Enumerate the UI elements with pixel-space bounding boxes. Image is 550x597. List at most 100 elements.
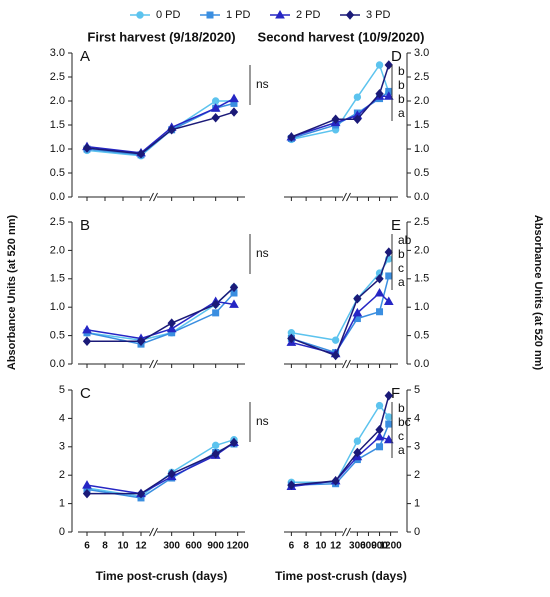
marker bbox=[385, 413, 393, 421]
panel-label: D bbox=[391, 48, 402, 65]
y-tick-label: 1.0 bbox=[50, 301, 65, 313]
y-tick-label: 2.5 bbox=[414, 71, 429, 83]
series-line bbox=[291, 251, 390, 357]
marker bbox=[353, 93, 362, 101]
marker bbox=[383, 434, 394, 444]
legend-label: 3 PD bbox=[366, 9, 391, 21]
significance-label: a bbox=[398, 106, 405, 120]
y-tick-label: 0 bbox=[414, 526, 420, 538]
y-tick-label: 3.0 bbox=[414, 47, 429, 59]
marker bbox=[287, 333, 296, 344]
y-tick-label: 1.0 bbox=[414, 143, 429, 155]
significance-label: ab bbox=[398, 233, 412, 247]
marker bbox=[136, 336, 146, 347]
y-tick-label: 0.0 bbox=[414, 358, 429, 370]
x-tick-label: 300 bbox=[349, 541, 366, 552]
axis-break bbox=[346, 527, 351, 537]
y-tick-label: 5 bbox=[59, 384, 65, 396]
axis-break bbox=[153, 192, 158, 202]
marker bbox=[376, 308, 384, 316]
significance-label: b bbox=[398, 401, 405, 415]
x-tick-label: 12 bbox=[135, 541, 147, 552]
marker bbox=[167, 125, 176, 135]
x-tick-label: 600 bbox=[360, 541, 377, 552]
marker bbox=[385, 272, 393, 280]
x-tick-label: 12 bbox=[330, 541, 342, 552]
axis-break bbox=[153, 527, 158, 537]
y-tick-label: 2 bbox=[414, 469, 420, 481]
marker bbox=[331, 476, 340, 486]
marker bbox=[331, 114, 340, 124]
panel-label: A bbox=[80, 48, 90, 65]
y-axis-label: Absorbance Units (at 520 nm) bbox=[6, 215, 18, 371]
x-tick-label: 1200 bbox=[227, 541, 250, 552]
y-tick-label: 1 bbox=[414, 498, 420, 510]
series-line bbox=[291, 395, 390, 486]
axis-break bbox=[153, 359, 158, 369]
y-tick-label: 0.0 bbox=[414, 191, 429, 203]
significance-label: b bbox=[398, 64, 405, 78]
x-tick-label: 6 bbox=[289, 541, 295, 552]
axis-break bbox=[342, 192, 347, 202]
marker bbox=[211, 449, 220, 459]
y-tick-label: 2.5 bbox=[414, 216, 429, 228]
series-line bbox=[291, 258, 390, 341]
y-tick-label: 2.5 bbox=[50, 71, 65, 83]
marker bbox=[331, 350, 340, 361]
marker bbox=[375, 401, 384, 410]
marker bbox=[376, 443, 384, 451]
y-tick-label: 2 bbox=[59, 469, 65, 481]
marker bbox=[287, 480, 296, 490]
x-tick-label: 900 bbox=[371, 541, 388, 552]
series-line bbox=[291, 404, 390, 484]
marker bbox=[375, 274, 384, 284]
marker bbox=[136, 488, 146, 499]
y-tick-label: 0.0 bbox=[50, 191, 65, 203]
series-line bbox=[86, 443, 235, 499]
significance-label: b bbox=[398, 92, 405, 106]
marker bbox=[375, 425, 384, 435]
x-tick-label: 10 bbox=[117, 541, 129, 552]
marker bbox=[82, 336, 92, 347]
significance-label: a bbox=[398, 443, 405, 457]
series-line bbox=[86, 97, 235, 154]
y-tick-label: 0.5 bbox=[414, 330, 429, 342]
y-tick-label: 4 bbox=[414, 412, 420, 424]
y-tick-label: 0.0 bbox=[50, 358, 65, 370]
legend-label: 2 PD bbox=[296, 9, 321, 21]
y-tick-label: 0.5 bbox=[50, 330, 65, 342]
series-line bbox=[291, 275, 390, 354]
legend-label: 0 PD bbox=[156, 9, 181, 21]
y-tick-label: 3 bbox=[414, 441, 420, 453]
marker bbox=[229, 282, 239, 293]
significance-label: a bbox=[398, 275, 405, 289]
marker bbox=[384, 60, 393, 70]
significance-label: b bbox=[398, 78, 405, 92]
y-tick-label: 2.0 bbox=[50, 95, 65, 107]
y-tick-label: 2.0 bbox=[50, 244, 65, 256]
marker bbox=[352, 307, 363, 317]
significance-label: ns bbox=[256, 414, 269, 428]
marker bbox=[353, 293, 362, 304]
panel-label: F bbox=[391, 385, 400, 402]
x-axis-label: Time post-crush (days) bbox=[96, 569, 228, 583]
marker bbox=[166, 323, 177, 333]
marker bbox=[374, 431, 385, 441]
marker bbox=[374, 287, 385, 297]
x-tick-label: 600 bbox=[185, 541, 202, 552]
axis-break bbox=[342, 527, 347, 537]
legend-label: 1 PD bbox=[226, 9, 251, 21]
axis-break bbox=[149, 359, 154, 369]
marker bbox=[167, 318, 176, 328]
marker bbox=[287, 132, 296, 142]
y-tick-label: 3.0 bbox=[50, 47, 65, 59]
y-tick-label: 1.0 bbox=[50, 143, 65, 155]
marker bbox=[383, 91, 394, 100]
x-tick-label: 300 bbox=[163, 541, 180, 552]
y-tick-label: 1.0 bbox=[414, 301, 429, 313]
marker bbox=[82, 480, 92, 489]
marker bbox=[229, 299, 239, 308]
significance-label: c bbox=[398, 429, 404, 443]
legend-marker bbox=[206, 11, 214, 19]
